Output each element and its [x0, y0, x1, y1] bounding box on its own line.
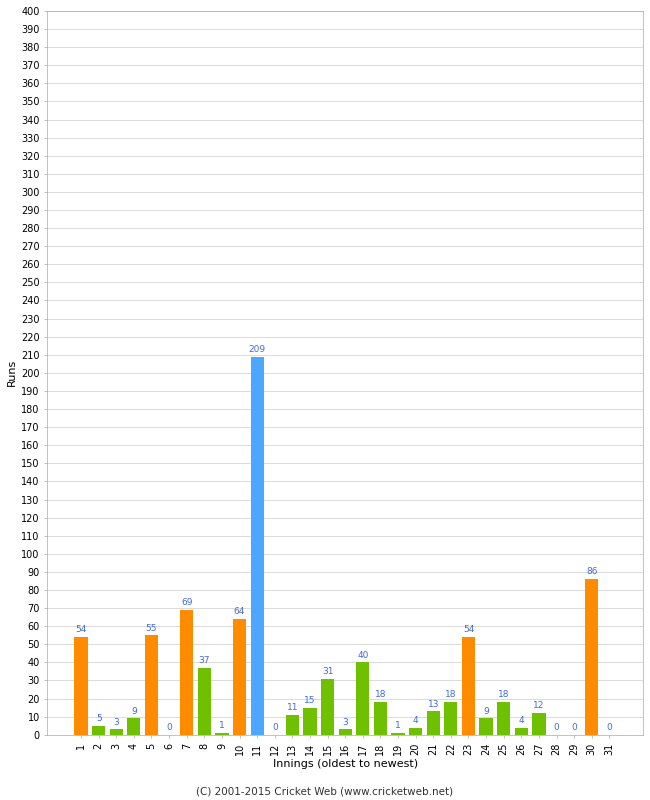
Text: 11: 11	[287, 703, 298, 712]
Text: 12: 12	[533, 702, 545, 710]
Text: 31: 31	[322, 667, 333, 676]
Text: 0: 0	[166, 723, 172, 732]
Bar	[92, 726, 105, 734]
Text: 1: 1	[219, 722, 225, 730]
Text: 18: 18	[374, 690, 386, 699]
Text: 209: 209	[248, 345, 266, 354]
X-axis label: Innings (oldest to newest): Innings (oldest to newest)	[272, 759, 418, 769]
Text: 64: 64	[234, 607, 245, 616]
Text: 15: 15	[304, 696, 316, 705]
Text: 0: 0	[571, 723, 577, 732]
Bar	[409, 727, 423, 734]
Text: 18: 18	[498, 690, 510, 699]
Text: 40: 40	[357, 650, 369, 660]
Bar	[233, 619, 246, 734]
Text: 13: 13	[428, 699, 439, 709]
Bar	[497, 702, 510, 734]
Text: 37: 37	[199, 656, 210, 665]
Text: 5: 5	[96, 714, 101, 723]
Bar	[426, 711, 440, 734]
Text: 0: 0	[606, 723, 612, 732]
Bar	[339, 730, 352, 734]
Bar	[462, 637, 475, 734]
Text: (C) 2001-2015 Cricket Web (www.cricketweb.net): (C) 2001-2015 Cricket Web (www.cricketwe…	[196, 786, 454, 796]
Bar	[374, 702, 387, 734]
Text: 86: 86	[586, 567, 597, 577]
Bar	[198, 668, 211, 734]
Bar	[180, 610, 193, 734]
Bar	[110, 730, 123, 734]
Bar	[480, 718, 493, 734]
Text: 0: 0	[554, 723, 560, 732]
Bar	[356, 662, 369, 734]
Text: 9: 9	[131, 706, 136, 716]
Bar	[515, 727, 528, 734]
Text: 55: 55	[146, 623, 157, 633]
Text: 69: 69	[181, 598, 192, 607]
Text: 54: 54	[463, 626, 474, 634]
Text: 18: 18	[445, 690, 457, 699]
Text: 3: 3	[113, 718, 119, 726]
Y-axis label: Runs: Runs	[7, 359, 17, 386]
Bar	[215, 733, 229, 734]
Bar	[127, 718, 140, 734]
Bar	[532, 713, 545, 734]
Text: 3: 3	[343, 718, 348, 726]
Text: 1: 1	[395, 722, 401, 730]
Text: 0: 0	[272, 723, 278, 732]
Bar	[321, 678, 334, 734]
Text: 54: 54	[75, 626, 86, 634]
Text: 4: 4	[413, 716, 419, 725]
Bar	[145, 635, 158, 734]
Bar	[445, 702, 458, 734]
Bar	[286, 715, 299, 734]
Bar	[585, 579, 599, 734]
Text: 9: 9	[483, 706, 489, 716]
Bar	[304, 708, 317, 734]
Bar	[75, 637, 88, 734]
Bar	[250, 357, 264, 734]
Bar	[391, 733, 405, 734]
Text: 4: 4	[519, 716, 524, 725]
